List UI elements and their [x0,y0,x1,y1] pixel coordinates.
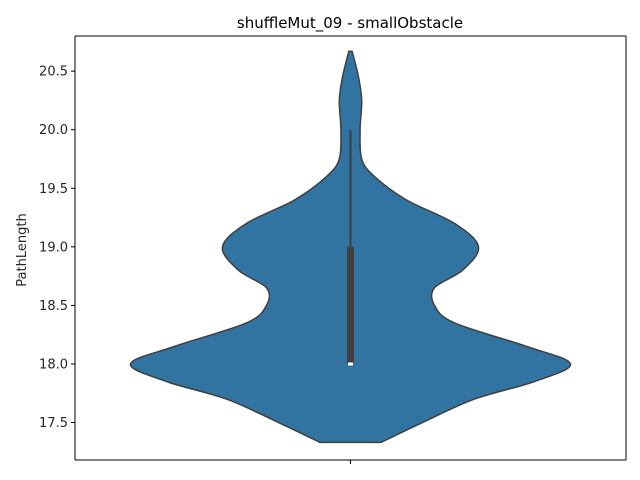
violin-iqr-box [347,246,354,364]
y-tick-label: 19.0 [39,240,68,255]
y-tick-label: 18.5 [39,299,68,314]
violin-median-marker [348,362,353,366]
y-tick-label: 20.0 [39,123,68,138]
y-tick-label: 19.5 [39,182,68,197]
chart-title: shuffleMut_09 - smallObstacle [237,14,463,33]
y-tick-label: 17.5 [39,416,68,431]
y-axis-label: PathLength [15,213,30,286]
y-axis-ticks: 17.5 18.0 18.5 19.0 19.5 20.0 20.5 [39,65,75,431]
y-tick-label: 18.0 [39,357,68,372]
y-tick-label: 20.5 [39,65,68,80]
